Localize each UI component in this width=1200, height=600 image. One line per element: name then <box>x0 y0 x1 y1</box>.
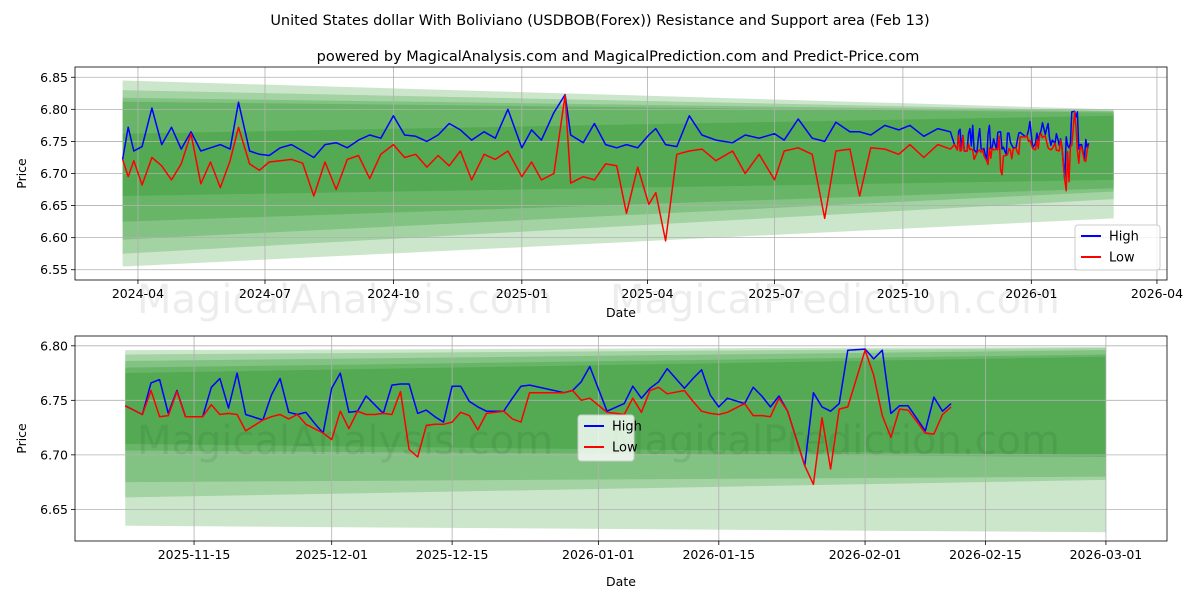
x-tick-label: 2025-12-15 <box>416 547 489 562</box>
y-tick-label: 6.80 <box>40 102 68 117</box>
support-resistance-band-4 <box>125 354 1106 458</box>
support-resistance-band-4 <box>122 101 1114 222</box>
y-tick-label: 6.55 <box>40 262 68 277</box>
y-tick-label: 6.70 <box>40 166 68 181</box>
x-tick-label: 2025-01 <box>496 286 548 301</box>
y-axis-label: Price <box>14 158 29 189</box>
x-tick-label: 2026-01-15 <box>682 547 755 562</box>
y-tick-label: 6.85 <box>40 70 68 85</box>
full-history-chart: 2024-04 2024-07 2024-10 2025-01 2025-04 2025-… <box>14 66 1183 323</box>
y-tick-label: 6.65 <box>40 502 68 517</box>
low-price-line <box>121 94 1090 242</box>
y-axis-label: Price <box>14 423 29 454</box>
legend-label-low: Low <box>1109 251 1135 266</box>
x-tick-label: 2025-11-15 <box>158 547 231 562</box>
y-tick-label: 6.65 <box>40 198 68 213</box>
x-tick-label: 2025-07 <box>748 286 800 301</box>
y-tick-label: 6.60 <box>40 230 68 245</box>
watermark-text: MagicalAnalysis.com <box>137 277 553 323</box>
chart-legend: High Low <box>1074 224 1161 271</box>
x-tick-label: 2024-04 <box>112 286 164 301</box>
chart-title: United States dollar With Boliviano (USD… <box>270 13 929 29</box>
axes-frame <box>74 335 1168 542</box>
watermark-text: MagicalPrediction.com <box>610 277 1060 323</box>
x-tick-label: 2024-07 <box>239 286 291 301</box>
legend-label-high: High <box>1109 230 1139 245</box>
x-tick-label: 2026-01 <box>1005 286 1057 301</box>
x-tick-label: 2026-02-01 <box>829 547 902 562</box>
legend-label-low: Low <box>612 441 638 456</box>
high-price-line <box>124 348 952 467</box>
x-axis-label: Date <box>606 574 636 589</box>
low-price-line <box>124 349 952 486</box>
chart-legend: High Low <box>577 414 642 462</box>
x-tick-label: 2026-04 <box>1131 286 1183 301</box>
recent-zoom-chart: 2025-11-15 2025-12-01 2025-12-15 2026-01-01… <box>14 335 1168 589</box>
x-tick-label: 2026-03-01 <box>1070 547 1143 562</box>
y-tick-label: 6.70 <box>40 447 68 462</box>
x-tick-label: 2025-10 <box>877 286 929 301</box>
y-tick-label: 6.80 <box>40 338 68 353</box>
y-tick-label: 6.75 <box>40 393 68 408</box>
x-tick-label: 2025-04 <box>621 286 673 301</box>
x-axis-label: Date <box>606 305 636 320</box>
x-tick-label: 2026-01-01 <box>562 547 635 562</box>
support-resistance-band-5 <box>125 356 1106 455</box>
y-tick-label: 6.75 <box>40 134 68 149</box>
x-tick-label: 2026-02-15 <box>949 547 1022 562</box>
chart-subtitle: powered by MagicalAnalysis.com and Magic… <box>317 49 920 65</box>
watermark-text: MagicalAnalysis.com <box>137 418 553 464</box>
x-tick-label: 2025-12-01 <box>295 547 368 562</box>
axes-frame <box>74 66 1168 281</box>
legend-label-high: High <box>612 420 642 435</box>
x-tick-label: 2024-10 <box>367 286 419 301</box>
high-price-line <box>121 93 1090 181</box>
